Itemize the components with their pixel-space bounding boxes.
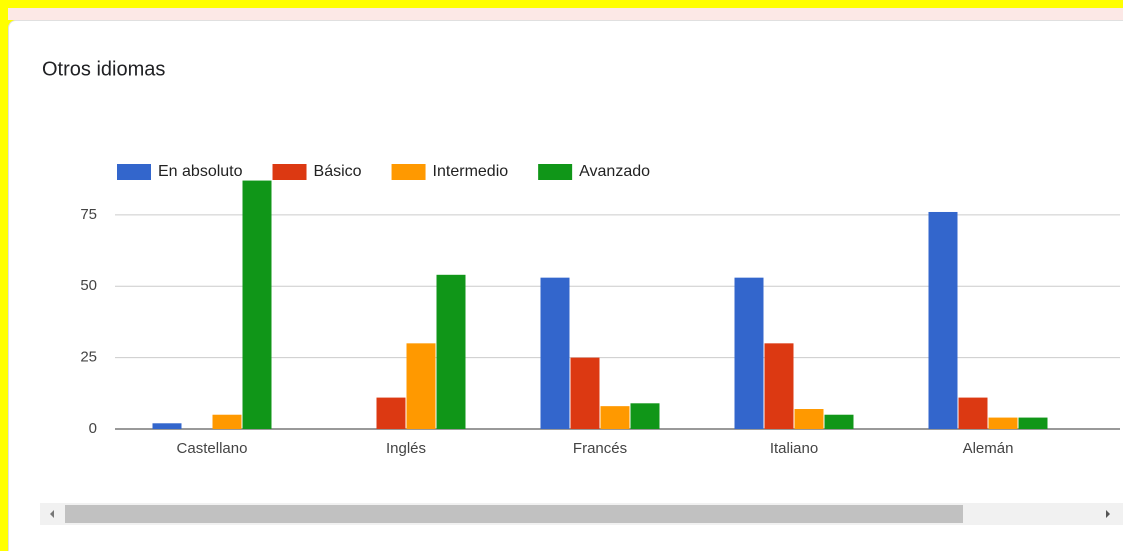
y-tick-label: 0 (89, 420, 97, 437)
legend-label: Intermedio (433, 163, 509, 180)
bar (824, 414, 854, 429)
x-tick-label: Alemán (963, 440, 1014, 457)
legend-label: En absoluto (158, 163, 243, 180)
legend-swatch (538, 164, 573, 180)
bar (540, 277, 570, 429)
bar (630, 403, 660, 429)
x-tick-label: Francés (573, 440, 627, 457)
bar (212, 414, 242, 429)
bar (406, 343, 436, 429)
legend-swatch (272, 164, 307, 180)
y-tick-label: 25 (80, 349, 97, 366)
bar (376, 397, 406, 429)
bar (242, 180, 272, 429)
bar (436, 274, 466, 429)
legend-label: Avanzado (579, 163, 650, 180)
scroll-thumb[interactable] (65, 505, 963, 523)
bar (988, 417, 1018, 429)
x-tick-label: Inglés (386, 440, 426, 457)
bar (764, 343, 794, 429)
legend-swatch (117, 164, 151, 180)
bar (794, 409, 824, 429)
legend-label: Básico (314, 163, 362, 180)
y-tick-label: 75 (80, 206, 97, 223)
bar (734, 277, 764, 429)
bar (570, 357, 600, 429)
bar (600, 406, 630, 429)
legend-swatch (391, 164, 426, 180)
scrollbar[interactable] (40, 503, 1123, 525)
x-tick-label: Castellano (177, 440, 248, 457)
bar (152, 423, 182, 429)
y-tick-label: 50 (80, 277, 97, 294)
bar (958, 397, 988, 429)
bar (928, 211, 958, 429)
bar (1018, 417, 1048, 429)
chart-title: Otros idiomas (42, 58, 165, 80)
x-tick-label: Italiano (770, 440, 818, 457)
header-strip (8, 8, 1123, 20)
